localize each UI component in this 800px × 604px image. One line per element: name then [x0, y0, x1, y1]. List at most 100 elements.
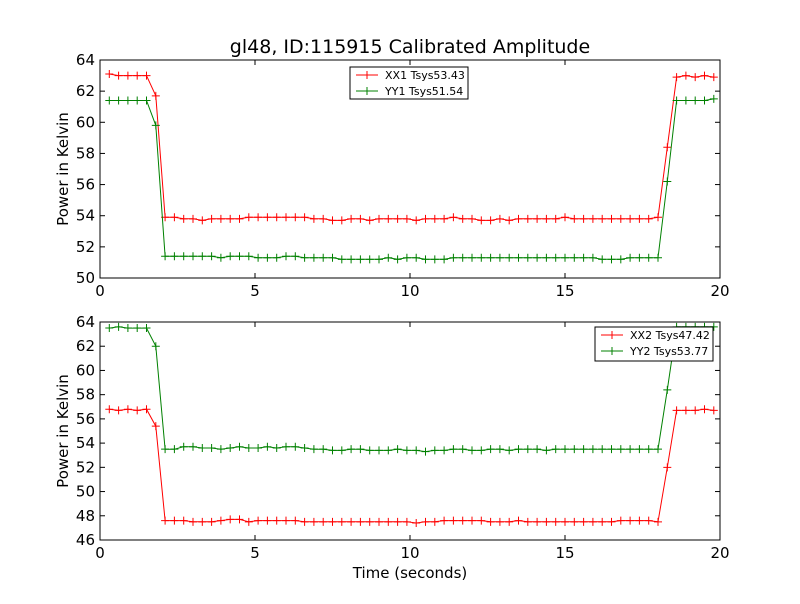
data-point	[412, 253, 421, 262]
data-point	[709, 94, 718, 103]
data-point	[263, 213, 272, 222]
data-point	[486, 517, 495, 526]
data-point	[421, 214, 430, 223]
data-point	[337, 216, 346, 225]
data-point	[458, 253, 467, 262]
data-point	[542, 253, 551, 262]
data-point	[523, 517, 532, 526]
data-point	[616, 445, 625, 454]
data-point	[347, 445, 356, 454]
data-point	[663, 177, 672, 186]
data-point	[347, 517, 356, 526]
data-point	[598, 517, 607, 526]
data-point	[375, 214, 383, 223]
legend-box	[349, 66, 469, 100]
data-point	[505, 253, 514, 262]
y-axis-label: Power in Kelvin	[54, 112, 72, 226]
data-point	[114, 96, 123, 105]
data-point	[384, 446, 393, 455]
data-point	[449, 213, 458, 222]
data-point	[579, 445, 588, 454]
data-point	[244, 252, 253, 261]
data-point	[449, 445, 458, 454]
series-line	[109, 98, 714, 260]
y-tick-label: 50	[76, 269, 95, 287]
y-tick-label: 54	[76, 434, 95, 452]
data-point	[505, 216, 514, 225]
data-point	[542, 214, 551, 223]
x-tick-label: 0	[95, 544, 105, 562]
data-point	[254, 253, 263, 262]
data-point	[133, 71, 142, 80]
data-point	[663, 143, 672, 152]
data-point	[198, 252, 207, 261]
data-point	[672, 96, 681, 105]
data-point	[672, 73, 681, 82]
data-point	[412, 519, 421, 528]
data-point	[579, 253, 588, 262]
data-point	[179, 214, 188, 223]
y-tick-label: 48	[76, 507, 95, 525]
legend-marker	[608, 331, 616, 339]
y-tick-label: 64	[76, 51, 95, 69]
data-point	[402, 253, 411, 262]
data-point	[700, 96, 709, 105]
data-point	[375, 446, 383, 455]
data-point	[114, 322, 123, 331]
data-point	[505, 446, 514, 455]
x-tick-label: 20	[710, 282, 729, 300]
data-point	[328, 446, 337, 455]
data-point	[607, 517, 616, 526]
data-point	[570, 517, 579, 526]
data-point	[514, 445, 523, 454]
data-point	[170, 252, 179, 261]
data-point	[626, 516, 635, 525]
y-tick-label: 58	[76, 386, 95, 404]
data-point	[309, 517, 318, 526]
data-point	[523, 214, 532, 223]
data-point	[495, 214, 504, 223]
data-point	[356, 517, 365, 526]
data-point	[291, 213, 300, 222]
x-tick-label: 5	[250, 282, 260, 300]
data-point	[533, 253, 542, 262]
data-point	[161, 445, 170, 454]
data-point	[458, 445, 467, 454]
data-point	[216, 214, 225, 223]
data-point	[328, 216, 337, 225]
data-point	[440, 255, 449, 264]
x-tick-label: 5	[250, 544, 260, 562]
data-point	[458, 516, 467, 525]
data-point	[254, 516, 263, 525]
data-point	[551, 517, 560, 526]
data-point	[393, 517, 402, 526]
data-point	[105, 405, 114, 414]
data-point	[365, 446, 374, 455]
data-point	[319, 445, 328, 454]
data-point	[356, 445, 365, 454]
data-point	[644, 516, 653, 525]
data-point	[384, 517, 393, 526]
data-point	[216, 253, 225, 262]
data-point	[430, 446, 439, 455]
data-point	[328, 253, 337, 262]
series-2-2	[105, 322, 718, 456]
data-point	[198, 216, 207, 225]
data-point	[644, 214, 653, 223]
legend-entry: XX1 Tsys53.43	[385, 69, 465, 82]
data-point	[514, 214, 523, 223]
data-point	[179, 516, 188, 525]
data-point	[561, 445, 569, 454]
data-point	[207, 517, 216, 526]
data-point	[179, 442, 188, 451]
data-point	[495, 253, 504, 262]
data-point	[616, 214, 625, 223]
data-point	[319, 214, 328, 223]
data-point	[393, 255, 402, 264]
series-1-1	[105, 70, 718, 225]
data-point	[449, 253, 458, 262]
x-tick-label: 15	[555, 544, 574, 562]
data-point	[254, 213, 263, 222]
